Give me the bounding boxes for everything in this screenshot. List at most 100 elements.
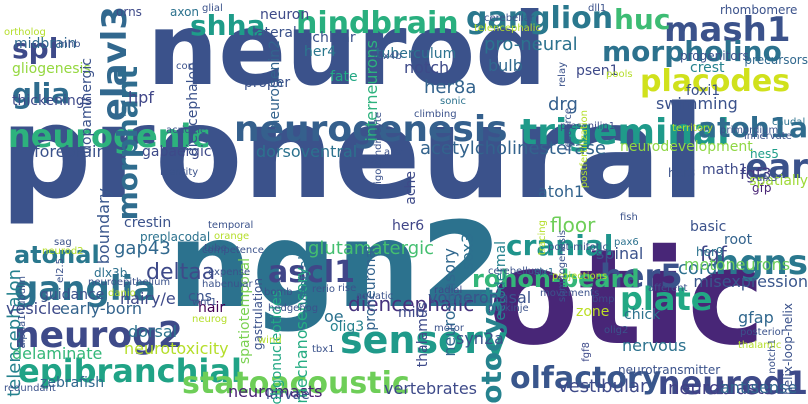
cloud-word: neuromasts bbox=[228, 382, 323, 401]
cloud-word: root bbox=[724, 232, 753, 248]
cloud-word: mash1 bbox=[664, 10, 791, 50]
cloud-word: hindbrain bbox=[296, 6, 459, 41]
cloud-word: dopaminergic bbox=[79, 58, 95, 154]
cloud-word: notch bbox=[404, 58, 450, 77]
cloud-word: basic bbox=[690, 219, 727, 235]
cloud-word: early-born bbox=[60, 299, 143, 318]
cloud-word: delaminate bbox=[12, 344, 103, 363]
cloud-word: acetylcholinesterase bbox=[420, 138, 606, 159]
cloud-word: posterior bbox=[740, 327, 785, 338]
cloud-word: shha bbox=[190, 9, 266, 42]
cloud-word: boundary bbox=[94, 188, 113, 265]
cloud-word: telencephalic bbox=[474, 23, 541, 34]
cloud-word: pools bbox=[606, 69, 633, 80]
cloud-word: vomeronasal bbox=[428, 288, 532, 307]
cloud-word: acridine bbox=[166, 125, 207, 136]
cloud-word: axon bbox=[170, 5, 200, 19]
cloud-word: neurog bbox=[192, 314, 228, 325]
cloud-word: hair bbox=[198, 300, 226, 316]
cloud-word: ngn2 bbox=[168, 196, 503, 334]
cloud-word: precursors bbox=[744, 53, 808, 67]
cloud-word: bulb bbox=[488, 56, 523, 75]
cloud-word: misexpression bbox=[693, 272, 808, 291]
cloud-word: syn2a bbox=[456, 329, 504, 348]
cloud-word: her4 bbox=[304, 44, 337, 60]
cloud-word: ganglia bbox=[14, 269, 157, 309]
cloud-word: atoh1 bbox=[538, 182, 585, 201]
cloud-word: spl bbox=[12, 32, 59, 65]
cloud-word: dll1 bbox=[588, 3, 607, 14]
cloud-word: fgf3 bbox=[740, 164, 772, 183]
cloud-word: progenitors bbox=[680, 49, 749, 63]
cloud-word: hedgehog bbox=[268, 303, 319, 314]
cloud-word: antisense bbox=[720, 378, 798, 397]
cloud-word: tbx1 bbox=[312, 344, 335, 355]
cloud-word: preplacodal bbox=[140, 230, 211, 244]
cloud-word: deltaa bbox=[146, 260, 216, 285]
cloud-word: habenular bbox=[202, 279, 253, 290]
cloud-word: chick bbox=[624, 307, 661, 323]
cloud-word: dlx3b bbox=[94, 266, 128, 280]
cloud-word: sonic bbox=[440, 96, 466, 107]
cloud-word: ganglion bbox=[466, 1, 614, 36]
cloud-word: neurod1 bbox=[657, 364, 808, 402]
cloud-word: oe bbox=[324, 307, 344, 326]
cloud-word: alar bbox=[384, 147, 404, 158]
cloud-word: competence bbox=[202, 245, 264, 256]
cloud-word: gap43 bbox=[114, 238, 171, 259]
cloud-word: el2.5 bbox=[55, 258, 66, 283]
cloud-word: cerebellar bbox=[484, 13, 534, 24]
cloud-word: neurosensory bbox=[440, 248, 459, 357]
cloud-word: cranial bbox=[506, 229, 614, 262]
cloud-word: dlx4b bbox=[374, 51, 402, 62]
cloud-word: her3 bbox=[668, 166, 696, 180]
cloud-word: gabaergic bbox=[142, 144, 212, 160]
cloud-word: pax6 bbox=[614, 237, 639, 248]
cloud-word: ortholog bbox=[4, 27, 46, 38]
cloud-word: ngns bbox=[715, 243, 808, 283]
cloud-word: dorsal bbox=[128, 322, 178, 341]
cloud-word: her5 bbox=[600, 257, 683, 295]
cloud-word: hes5 bbox=[750, 147, 779, 161]
cloud-word: vesicle bbox=[6, 299, 62, 318]
cloud-word: huc bbox=[614, 3, 671, 36]
cloud-word: sox3 bbox=[458, 233, 477, 271]
cloud-word: morpholino bbox=[602, 35, 782, 68]
cloud-word: innervate bbox=[744, 131, 792, 142]
cloud-word: movements bbox=[540, 288, 600, 299]
cloud-word: mhb bbox=[58, 39, 81, 50]
cloud-word: guidance bbox=[40, 287, 105, 303]
cloud-word: zone bbox=[576, 304, 610, 320]
cloud-word: afferent bbox=[648, 283, 688, 294]
cloud-word: her8a bbox=[424, 77, 477, 98]
cloud-word: bmp bbox=[592, 294, 615, 305]
cloud-word: rohon-beard bbox=[472, 265, 640, 293]
cloud-word: larvae bbox=[266, 387, 310, 403]
cloud-word: olfactory bbox=[510, 361, 662, 396]
cloud-word: neurod2 bbox=[42, 246, 84, 257]
cloud-word: ascl1 bbox=[268, 255, 356, 290]
cloud-word: motoneurons bbox=[684, 255, 791, 274]
cloud-word: aquatic bbox=[356, 291, 394, 302]
cloud-word: danio bbox=[108, 288, 136, 299]
cloud-word: redundant bbox=[4, 383, 56, 394]
cloud-word: plate bbox=[620, 280, 713, 318]
cloud-word: pro-neural bbox=[484, 34, 578, 55]
cloud-word: alpha1-tubulin bbox=[17, 276, 28, 349]
cloud-word: nervous bbox=[622, 336, 687, 355]
cloud-word: neurotransmitter bbox=[618, 363, 721, 377]
cloud-word: fate bbox=[330, 69, 358, 85]
cloud-word: expense bbox=[208, 267, 251, 278]
cloud-word: ventral bbox=[297, 256, 313, 306]
cloud-word: projections bbox=[552, 271, 608, 282]
cloud-word: rise bbox=[338, 283, 357, 294]
cloud-word: resource bbox=[563, 108, 574, 152]
cloud-word: proneuronal bbox=[363, 246, 379, 331]
cloud-word: oligodendrocyte bbox=[373, 112, 384, 193]
cloud-word: otic bbox=[488, 221, 766, 375]
cloud-word: neuroepithelium bbox=[88, 277, 171, 288]
cloud-word: vestibular bbox=[558, 376, 648, 397]
cloud-word: diencephalic bbox=[348, 292, 475, 316]
cloud-word: post-mitotic bbox=[548, 242, 608, 253]
cloud-word: rerio bbox=[312, 284, 336, 295]
